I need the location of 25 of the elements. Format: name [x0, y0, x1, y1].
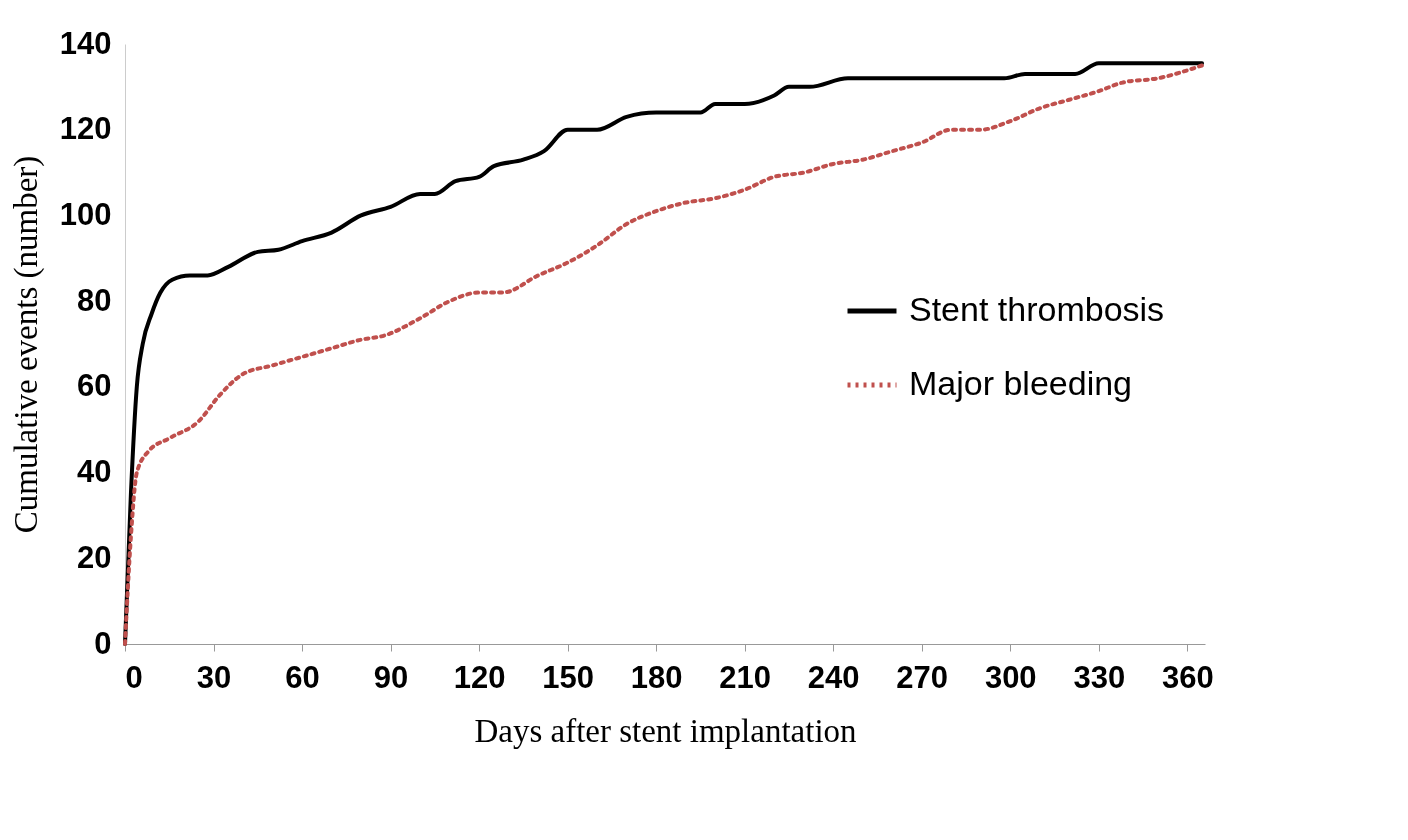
x-tick-label: 30: [196, 659, 232, 695]
y-tick-label: 100: [59, 196, 112, 232]
y-tick-label: 60: [77, 368, 112, 404]
x-tick-label: 210: [719, 659, 772, 695]
y-tick-label: 80: [77, 282, 112, 318]
y-tick-label: 120: [59, 111, 112, 147]
x-tick-label: 0: [125, 659, 143, 695]
x-tick-label: 330: [1073, 659, 1126, 695]
x-axis-title: Days after stent implantation: [474, 712, 857, 749]
x-tick-label: 150: [542, 659, 594, 695]
y-axis-title: Cumulative events (number): [7, 155, 45, 534]
legend-label: Stent thrombosis: [909, 290, 1165, 328]
y-tick-label: 140: [59, 25, 112, 61]
x-tick-label: 180: [630, 659, 683, 695]
x-tick-label: 240: [807, 659, 860, 695]
x-tick-label: 300: [984, 659, 1037, 695]
y-tick-label: 40: [77, 454, 112, 490]
x-tick-label: 270: [896, 659, 949, 695]
x-tick-label: 360: [1161, 659, 1214, 695]
y-tick-label: 20: [77, 539, 112, 575]
x-tick-label: 120: [453, 659, 506, 695]
y-tick-label: 0: [94, 625, 112, 661]
legend-label: Major bleeding: [909, 364, 1133, 402]
x-tick-label: 90: [373, 659, 409, 695]
x-tick-label: 60: [285, 659, 320, 695]
